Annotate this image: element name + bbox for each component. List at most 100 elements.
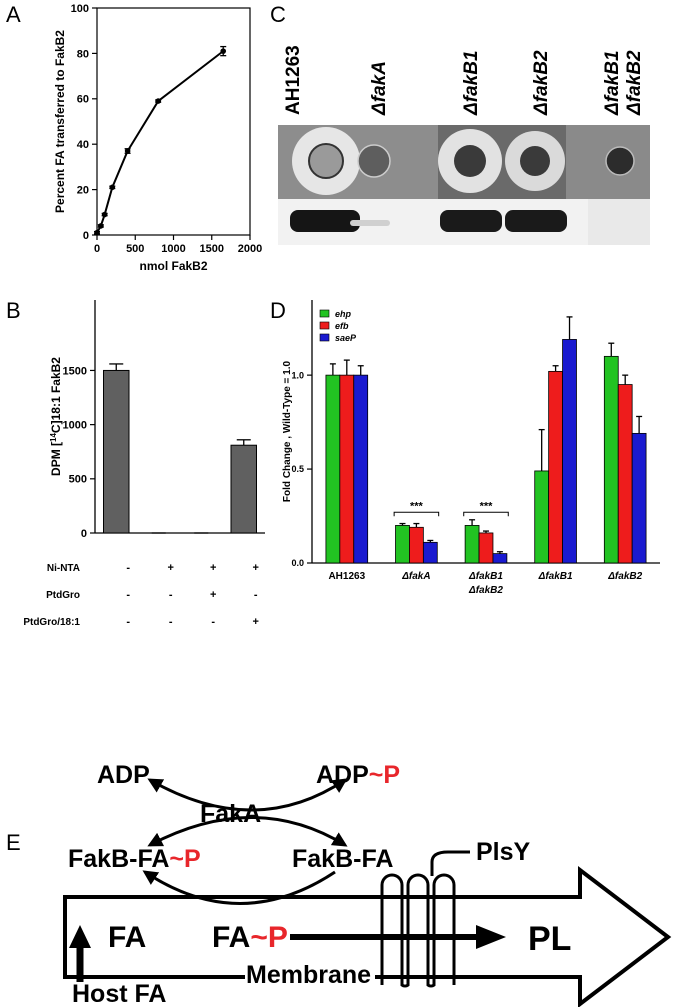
panel-label: E <box>6 830 21 855</box>
arrowhead <box>476 925 506 949</box>
y-tick-label: 0 <box>83 230 89 242</box>
bar <box>339 374 355 564</box>
bar <box>409 526 424 564</box>
legend-label: ehp <box>335 309 352 319</box>
panel-label: D <box>270 298 286 323</box>
annotation: *** <box>480 500 494 512</box>
condition-sign: - <box>169 616 173 628</box>
bar <box>548 370 563 564</box>
data-point <box>94 229 100 236</box>
condition-sign: + <box>210 562 216 574</box>
node-label: ADP~P <box>316 761 400 789</box>
bar <box>353 374 369 564</box>
data-point <box>98 223 104 229</box>
node-label: FA <box>108 921 146 954</box>
node-label: FA <box>212 921 250 954</box>
y-tick-label: 80 <box>77 48 89 60</box>
legend-swatch <box>319 333 330 342</box>
strain-label: ΔfakB2 <box>624 50 645 116</box>
y-tick-label: 1500 <box>63 365 87 377</box>
x-tick-label: ΔfakB1 <box>468 571 503 582</box>
y-axis-label-part: DPM [ <box>49 442 63 476</box>
condition-sign: - <box>254 589 258 601</box>
x-axis-label: nmol FakB2 <box>139 259 207 273</box>
node-label: FakB-FA <box>68 845 169 873</box>
node-label: ADP <box>316 761 369 789</box>
x-tick-label: 1500 <box>200 243 224 255</box>
strain-label: ΔfakB2 <box>531 50 552 116</box>
x-tick-label: ΔfakA <box>401 571 430 582</box>
x-tick-label: 0 <box>94 243 100 255</box>
condition-sign: + <box>253 616 259 628</box>
node-label: PlsY <box>476 838 531 866</box>
node-label: ADP <box>97 761 150 789</box>
strain-label: ΔfakB1 <box>602 50 623 116</box>
x-tick-label: 1000 <box>161 243 185 255</box>
data-point <box>124 148 131 154</box>
panel-label: A <box>6 2 21 27</box>
y-tick-label: 20 <box>77 184 89 196</box>
y-tick-label: 100 <box>71 3 89 15</box>
node-label: FA~P <box>212 921 288 954</box>
condition-sign: - <box>126 616 130 628</box>
x-tick-label: ΔfakB2 <box>607 571 642 582</box>
plsy-protein <box>380 873 456 988</box>
x-tick-label: 2000 <box>238 243 262 255</box>
node-label: FakB-FA~P <box>68 845 201 873</box>
y-axis-label-part: 14 <box>49 433 58 442</box>
condition-sign: + <box>253 562 259 574</box>
strain-label: ΔfakB1 <box>461 50 482 116</box>
condition-label: PtdGro/18:1 <box>23 617 80 628</box>
node-label: ~P <box>369 761 400 789</box>
bar <box>603 355 619 564</box>
x-tick-label: AH1263 <box>328 571 365 582</box>
curved-arrow <box>147 778 348 812</box>
strain-label: ΔfakA <box>369 61 390 116</box>
bar <box>631 432 647 564</box>
panel-label: C <box>270 2 286 27</box>
y-tick-label: 0.5 <box>291 464 304 474</box>
bar <box>492 553 508 564</box>
bar <box>464 525 480 564</box>
y-tick-label: 60 <box>77 94 89 106</box>
label-bg <box>245 962 375 988</box>
legend-swatch <box>319 309 330 318</box>
y-tick-label: 1000 <box>63 419 87 431</box>
bar <box>534 470 550 564</box>
condition-sign: - <box>211 616 215 628</box>
data-point <box>155 98 161 104</box>
legend-label: saeP <box>335 333 357 343</box>
condition-sign: + <box>168 562 174 574</box>
plot-frame <box>96 7 251 236</box>
bar <box>230 444 257 534</box>
condition-label: Ni-NTA <box>47 563 80 574</box>
annotation: *** <box>410 500 424 512</box>
data-line <box>96 50 224 234</box>
y-tick-label: 0.0 <box>291 558 304 568</box>
annotation-bracket <box>393 511 440 517</box>
x-tick-label: ΔfakB2 <box>468 585 503 596</box>
data-point <box>109 184 116 191</box>
x-tick-label: ΔfakB1 <box>538 571 573 582</box>
y-tick-label: 40 <box>77 139 89 151</box>
node-label: Membrane <box>246 961 371 989</box>
bar <box>422 541 438 564</box>
y-axis-label: DPM [14C]18:1 FakB2 <box>49 357 64 476</box>
condition-sign: + <box>210 589 216 601</box>
strain-label: AH1263 <box>283 45 304 115</box>
node-label: ~P <box>169 845 200 873</box>
condition-label: PtdGro <box>46 590 80 601</box>
curved-arrow <box>142 870 336 905</box>
y-tick-label: 0 <box>81 528 87 540</box>
bar <box>325 374 341 564</box>
node-label: PL <box>528 920 571 958</box>
y-tick-label: 500 <box>69 474 87 486</box>
legend-label: efb <box>335 321 349 331</box>
condition-sign: - <box>126 562 130 574</box>
condition-sign: - <box>126 589 130 601</box>
node-label: Host FA <box>72 980 166 1007</box>
bar <box>617 384 633 564</box>
y-axis-label: Fold Change , Wild-Type = 1.0 <box>282 361 293 503</box>
bar <box>103 369 130 534</box>
